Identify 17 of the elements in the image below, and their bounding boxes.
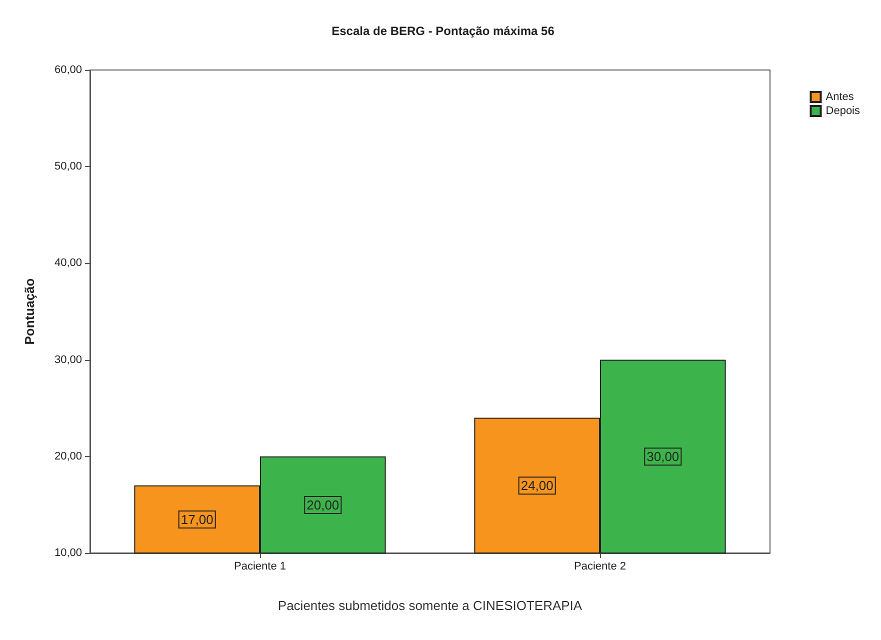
- y-tick-label: 50,00: [54, 160, 82, 173]
- x-tick-label: Paciente 2: [574, 560, 626, 572]
- y-tick-label: 20,00: [54, 450, 82, 462]
- x-axis-title: Pacientes submetidos somente a CINESIOTERAPIA: [278, 598, 582, 613]
- y-tick-label: 60,00: [54, 64, 82, 76]
- legend-label: Depois: [826, 105, 860, 117]
- y-tick-label: 10,00: [54, 547, 82, 559]
- y-tick-label: 30,00: [54, 354, 82, 366]
- y-tick-label: 40,00: [54, 257, 82, 270]
- data-label: 20,00: [306, 497, 340, 512]
- chart-title: Escala de BERG - Pontação máxima 56: [332, 24, 555, 38]
- data-label: 17,00: [180, 512, 214, 527]
- legend-label: Antes: [826, 91, 854, 103]
- data-label: 30,00: [646, 449, 680, 464]
- data-label: 24,00: [520, 478, 554, 494]
- y-axis-title: Pontuação: [22, 278, 37, 345]
- x-tick-label: Paciente 1: [234, 560, 286, 572]
